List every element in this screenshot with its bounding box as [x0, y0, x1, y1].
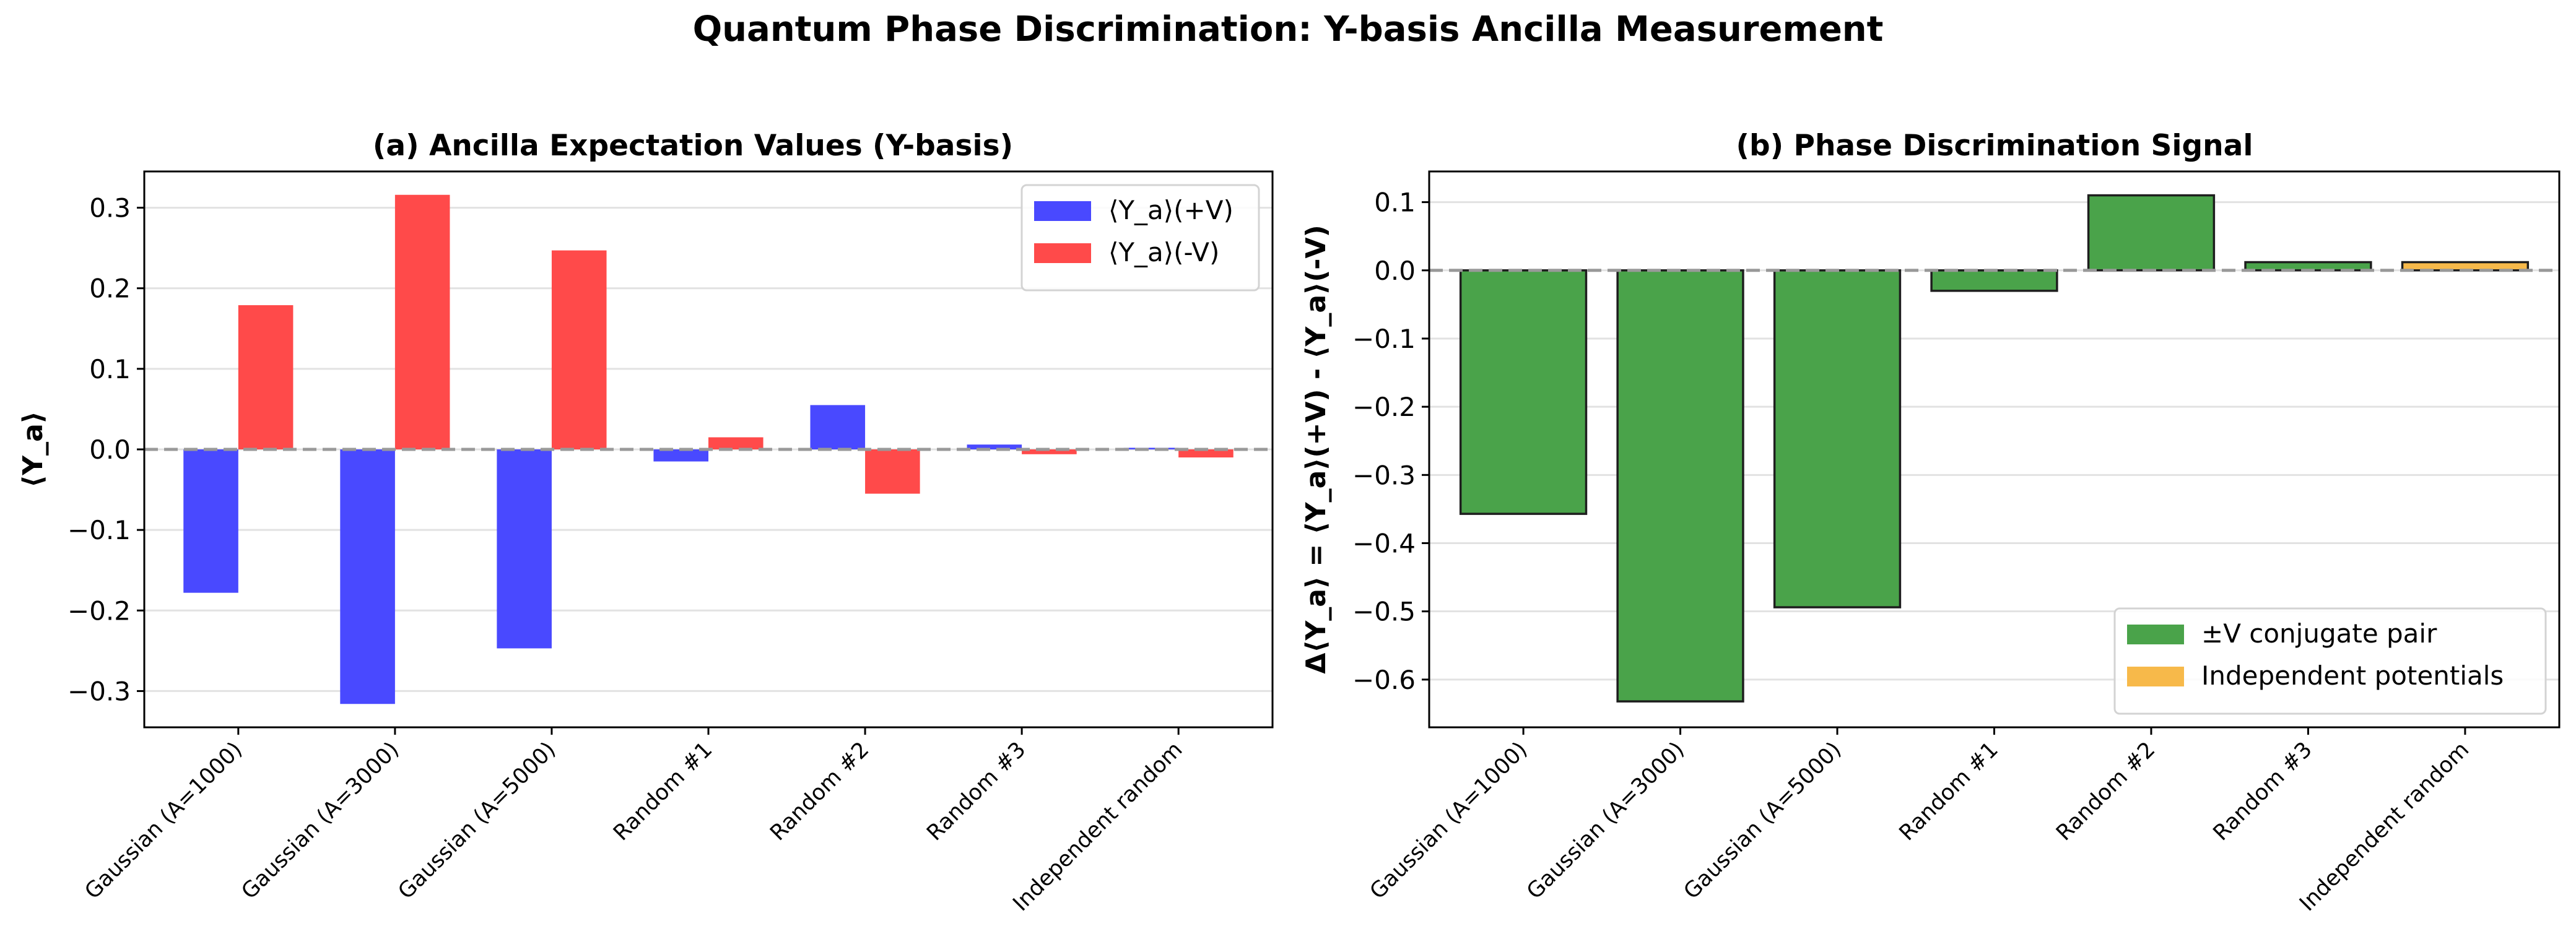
legend-label: ⟨Y_a⟩(-V)	[1108, 237, 1219, 267]
x-tick-label: Gaussian (A=1000)	[80, 737, 248, 904]
x-tick-label: Gaussian (A=5000)	[394, 737, 561, 904]
y-tick-label: −0.1	[67, 515, 131, 545]
y-tick-label: 0.0	[89, 435, 131, 465]
bar-plus-v	[1123, 448, 1179, 449]
legend-swatch	[1034, 201, 1091, 221]
y-tick-label: −0.2	[1352, 392, 1416, 422]
bar-minus-v	[1178, 449, 1234, 458]
y-tick-label: −0.5	[1352, 597, 1416, 627]
legend-box	[2113, 607, 2547, 715]
legend-label: ⟨Y_a⟩(+V)	[1108, 195, 1234, 225]
x-tick-label: Random #1	[609, 737, 717, 846]
bar-plus-v	[653, 449, 708, 462]
y-tick-label: 0.1	[1374, 188, 1416, 218]
x-tick-label: Gaussian (A=3000)	[237, 737, 404, 904]
bar-minus-v	[865, 449, 920, 494]
legend-swatch	[2127, 667, 2184, 686]
legend: ⟨Y_a⟩(+V) ⟨Y_a⟩(-V)	[1020, 184, 1260, 292]
panel-a-expectation-values: (a) Ancilla Expectation Values (Y-basis)…	[17, 129, 1274, 916]
bar-delta	[1616, 269, 1744, 703]
y-tick-label: −0.1	[1352, 324, 1416, 354]
y-tick-label: 0.2	[89, 274, 131, 304]
bar-plus-v	[810, 405, 866, 449]
y-tick-label: 0.3	[89, 193, 131, 223]
panel-a-title: (a) Ancilla Expectation Values (Y-basis)	[373, 129, 1013, 163]
bar-delta	[1773, 269, 1902, 608]
bar-minus-v	[708, 437, 764, 449]
bar-plus-v	[497, 449, 552, 649]
x-tick-label: Independent random	[2295, 737, 2474, 916]
x-tick-label: Random #2	[2052, 737, 2160, 846]
bar-minus-v	[551, 250, 607, 449]
panel-b-discrimination-signal: (b) Phase Discrimination Signal Δ⟨Y_a⟩ =…	[1300, 129, 2561, 916]
x-tick-label: Random #2	[765, 737, 874, 846]
y-tick-label: −0.6	[1352, 665, 1416, 695]
x-tick-label: Random #1	[1895, 737, 2003, 846]
y-tick-label: −0.3	[67, 676, 131, 706]
bar-delta	[1459, 269, 1588, 515]
x-tick-label: Gaussian (A=5000)	[1679, 737, 1847, 904]
legend-label: Independent potentials	[2201, 660, 2504, 691]
bar-delta	[2087, 194, 2216, 272]
y-tick-label: 0.1	[89, 354, 131, 384]
bar-minus-v	[238, 305, 294, 449]
x-tick-label: Random #3	[922, 737, 1030, 846]
bar-plus-v	[967, 444, 1022, 449]
x-tick-label: Gaussian (A=3000)	[1522, 737, 1689, 904]
figure-title: Quantum Phase Discrimination: Y-basis An…	[693, 9, 1884, 50]
y-tick-label: 0.0	[1374, 256, 1416, 286]
panel-b-title: (b) Phase Discrimination Signal	[1736, 129, 2253, 163]
x-tick-label: Gaussian (A=1000)	[1365, 737, 1533, 904]
bar-minus-v	[394, 194, 450, 449]
legend-swatch	[2127, 625, 2184, 644]
bar-plus-v	[340, 449, 395, 704]
bar-plus-v	[183, 449, 238, 593]
legend: ±V conjugate pair Independent potentials	[2113, 607, 2547, 715]
x-tick-label: Independent random	[1009, 737, 1188, 916]
legend-label: ±V conjugate pair	[2201, 618, 2437, 649]
y-tick-label: −0.2	[67, 595, 131, 626]
panel-b-y-axis-label: Δ⟨Y_a⟩ = ⟨Y_a⟩(+V) - ⟨Y_a⟩(-V)	[1300, 225, 1332, 673]
bar-minus-v	[1022, 449, 1077, 454]
y-tick-label: −0.3	[1352, 460, 1416, 490]
x-tick-label: Random #3	[2209, 737, 2317, 846]
y-tick-label: −0.4	[1352, 529, 1416, 559]
bar-delta	[1930, 269, 2058, 292]
panel-a-y-axis-label: ⟨Y_a⟩	[17, 411, 49, 488]
legend-swatch	[1034, 243, 1091, 263]
